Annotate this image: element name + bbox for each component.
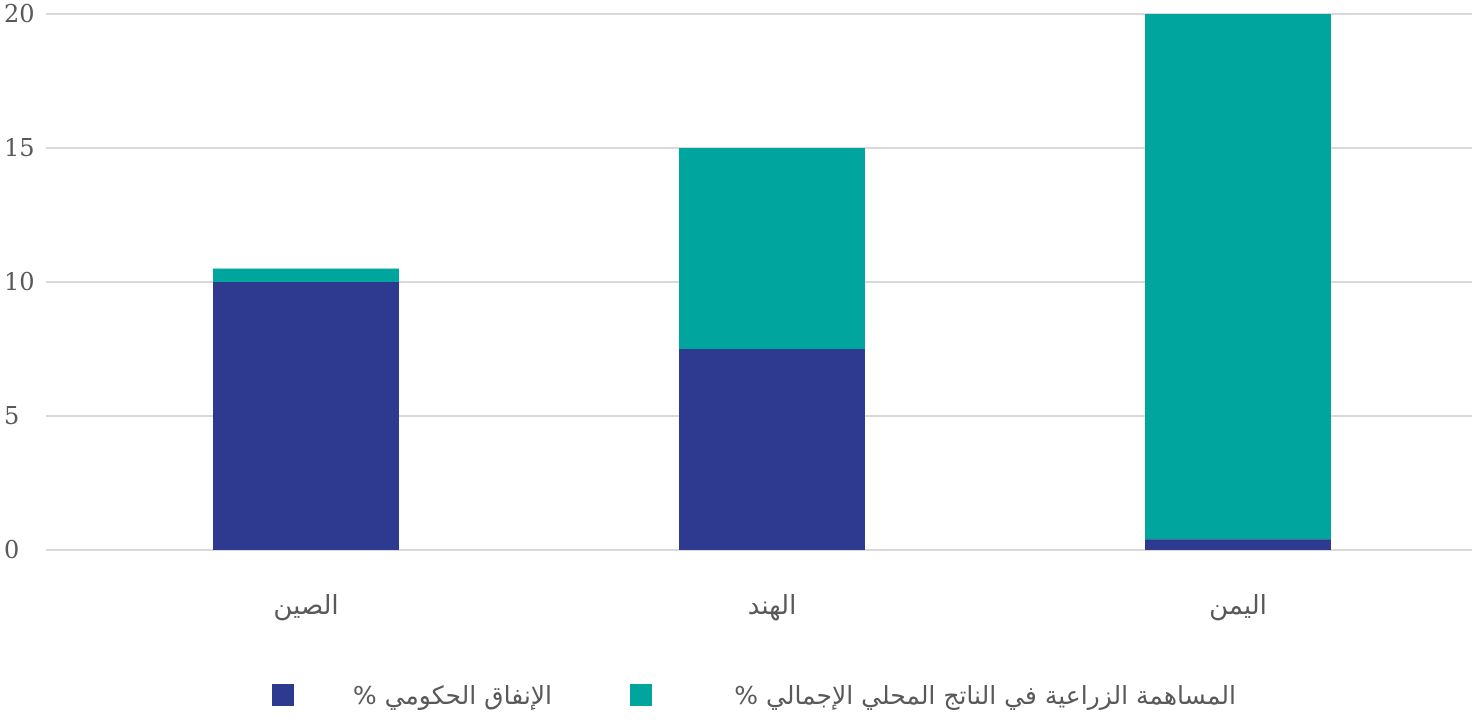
x-axis: الصين الهند اليمن: [273, 591, 1267, 621]
x-category-label: الهند: [748, 591, 797, 621]
x-category-label: اليمن: [1209, 591, 1267, 621]
legend-swatch: [272, 684, 294, 706]
y-tick-label: 20: [4, 0, 35, 28]
y-tick-label: 10: [4, 268, 35, 296]
legend-label: الإنفاق الحكومي %: [353, 681, 552, 710]
bar-segment: [1145, 14, 1331, 539]
legend-label: المساهمة الزراعية في الناتج المحلي الإجم…: [734, 681, 1236, 711]
legend: الإنفاق الحكومي % المساهمة الزراعية في ال…: [272, 681, 1236, 711]
y-tick-label: 5: [4, 402, 19, 430]
bar-segment: [213, 282, 399, 550]
x-category-label: الصين: [273, 591, 338, 621]
bar-segment: [1145, 539, 1331, 550]
y-axis: 0 5 10 15 20: [4, 0, 35, 564]
y-tick-label: 0: [4, 536, 19, 564]
bar-segment: [679, 148, 865, 349]
y-tick-label: 15: [4, 134, 35, 162]
legend-swatch: [630, 684, 652, 706]
bar-segment: [679, 349, 865, 550]
bars: [213, 14, 1331, 550]
bar-segment: [213, 269, 399, 282]
